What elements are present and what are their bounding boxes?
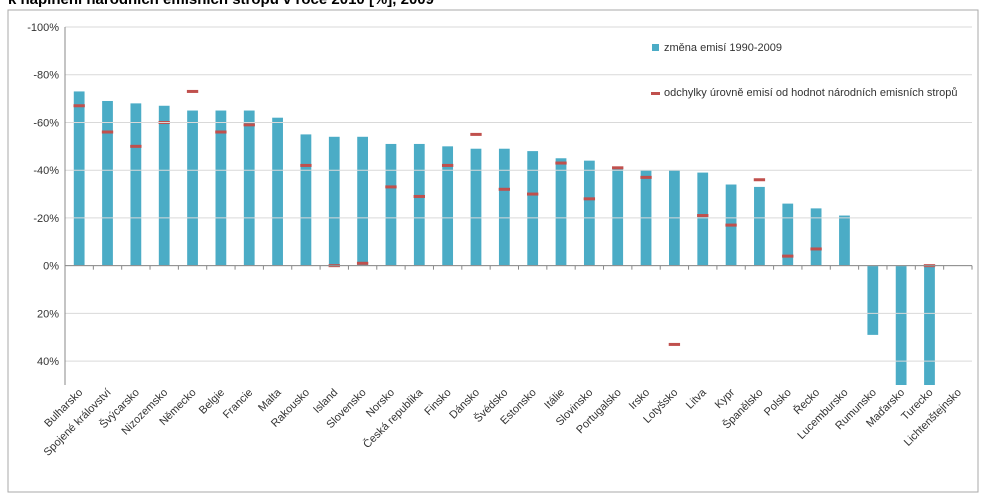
- y-tick-label: 20%: [37, 308, 59, 320]
- x-tick-label: Kypr: [713, 386, 738, 411]
- chart-title: k naplnění národních emisních stropů v r…: [8, 0, 434, 8]
- bar: [357, 136, 368, 266]
- deviation-marker: [243, 123, 255, 127]
- deviation-marker: [356, 261, 369, 265]
- bar: [697, 172, 709, 266]
- bar: [498, 148, 510, 266]
- deviation-marker: [753, 178, 766, 182]
- legend-label: změna emisí 1990-2009: [664, 42, 783, 54]
- bar: [130, 103, 142, 266]
- deviation-marker: [555, 161, 567, 165]
- y-tick-label: -80%: [33, 70, 59, 82]
- y-tick-label: -40%: [33, 165, 59, 177]
- deviation-marker: [470, 132, 482, 136]
- bar: [612, 167, 624, 266]
- bar: [158, 105, 170, 266]
- bar: [272, 117, 283, 266]
- bar: [73, 91, 85, 266]
- bar: [243, 110, 255, 266]
- x-tick-label: Polsko: [762, 387, 794, 419]
- deviation-marker: [385, 185, 397, 189]
- bar: [385, 143, 397, 266]
- x-tick-label: Francie: [221, 387, 255, 421]
- deviation-marker: [527, 192, 539, 196]
- bar: [839, 215, 850, 266]
- deviation-marker: [810, 247, 822, 251]
- x-tick-label: Itálie: [542, 387, 567, 412]
- bar: [442, 146, 454, 266]
- deviation-marker: [300, 163, 312, 167]
- deviation-marker: [186, 89, 199, 93]
- bar: [527, 151, 539, 266]
- bar: [754, 186, 765, 266]
- bar: [924, 265, 935, 385]
- y-tick-label: 0%: [43, 261, 59, 273]
- bar: [328, 136, 340, 266]
- y-tick-label: -100%: [27, 22, 59, 34]
- bar: [187, 110, 198, 266]
- bar: [895, 265, 907, 385]
- legend-swatch: [651, 92, 660, 95]
- legend-swatch: [652, 44, 659, 51]
- deviation-marker: [612, 166, 624, 170]
- bar: [300, 134, 312, 266]
- deviation-marker: [697, 214, 709, 218]
- chart-border: [7, 9, 979, 493]
- bar: [102, 100, 113, 266]
- deviation-marker: [73, 104, 85, 108]
- bar: [810, 208, 822, 266]
- y-tick-label: 40%: [37, 356, 59, 368]
- bar: [470, 148, 482, 266]
- plot-area: [73, 89, 936, 385]
- deviation-marker: [413, 194, 425, 198]
- deviation-marker: [583, 197, 596, 201]
- deviation-marker: [782, 254, 794, 258]
- y-tick-label: -60%: [33, 117, 59, 129]
- x-tick-label: Irsko: [627, 387, 652, 412]
- deviation-marker: [441, 163, 454, 167]
- deviation-marker: [101, 130, 114, 134]
- x-tick-label: Litva: [684, 386, 710, 412]
- bar: [413, 143, 425, 266]
- bar: [215, 110, 227, 266]
- deviation-marker: [498, 187, 510, 191]
- bar: [555, 158, 567, 266]
- y-tick-label: -20%: [33, 213, 59, 225]
- deviation-marker: [640, 175, 652, 179]
- deviation-marker: [668, 342, 681, 346]
- deviation-marker: [215, 130, 227, 134]
- deviation-marker: [725, 223, 737, 227]
- legend-label: odchylky úrovně emisí od hodnot národníc…: [664, 87, 958, 99]
- bar: [867, 265, 879, 335]
- bar: [782, 203, 794, 266]
- deviation-marker: [130, 144, 142, 148]
- bar: [583, 160, 595, 266]
